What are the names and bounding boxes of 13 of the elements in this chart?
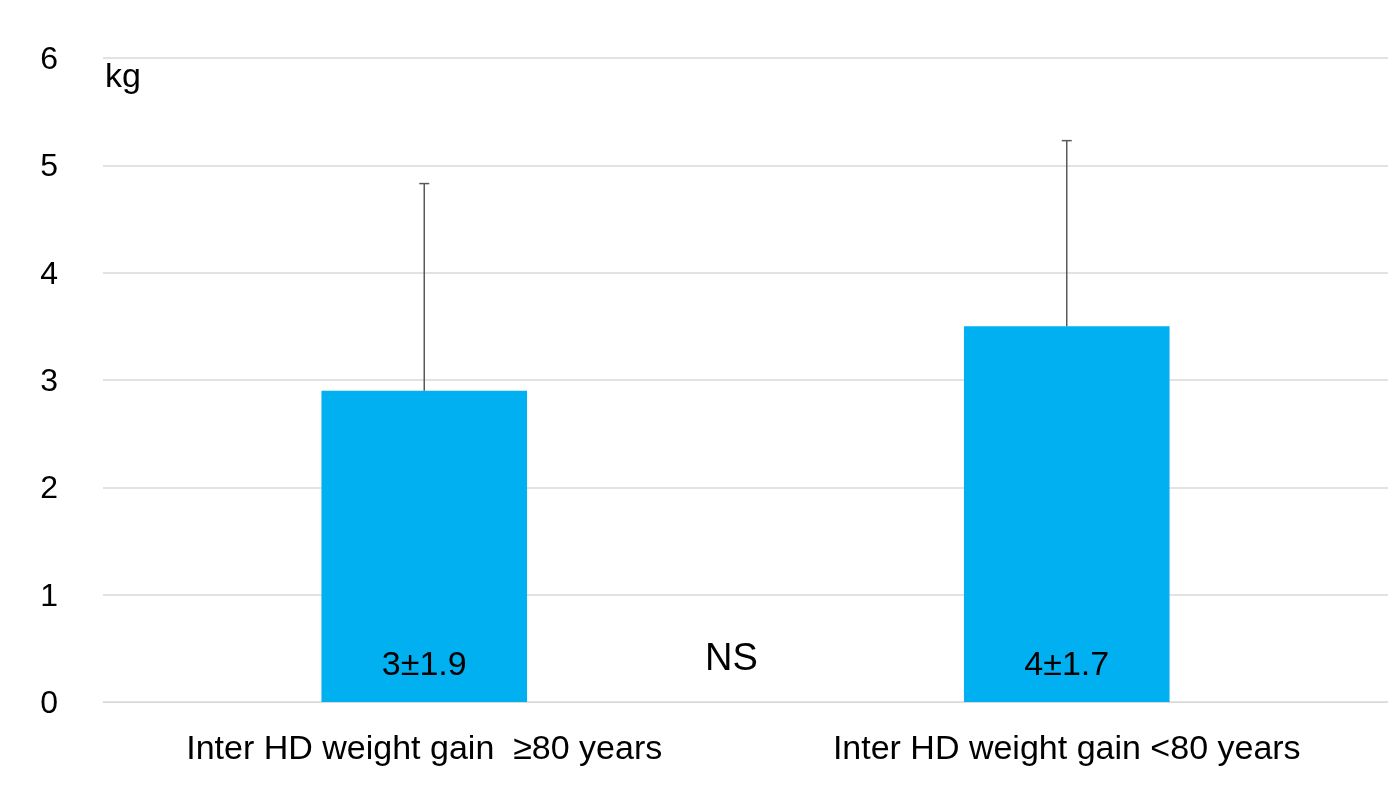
y-tick-label: 4	[40, 254, 58, 291]
x-tick-label: Inter HD weight gain ≥80 years	[186, 728, 663, 766]
y-axis-title: kg	[105, 56, 141, 94]
data-label: 4±1.7	[1024, 644, 1110, 682]
y-tick-label: 6	[40, 40, 58, 76]
data-label: 3±1.9	[381, 644, 467, 682]
y-tick-label: 0	[40, 684, 58, 720]
y-tick-label: 2	[40, 469, 58, 506]
y-tick-label: 3	[40, 362, 58, 398]
y-tick-label: 5	[40, 147, 58, 184]
y-tick-label: 1	[40, 576, 58, 613]
x-tick-label: Inter HD weight gain <80 years	[832, 728, 1301, 766]
annotation: NS	[705, 636, 758, 678]
